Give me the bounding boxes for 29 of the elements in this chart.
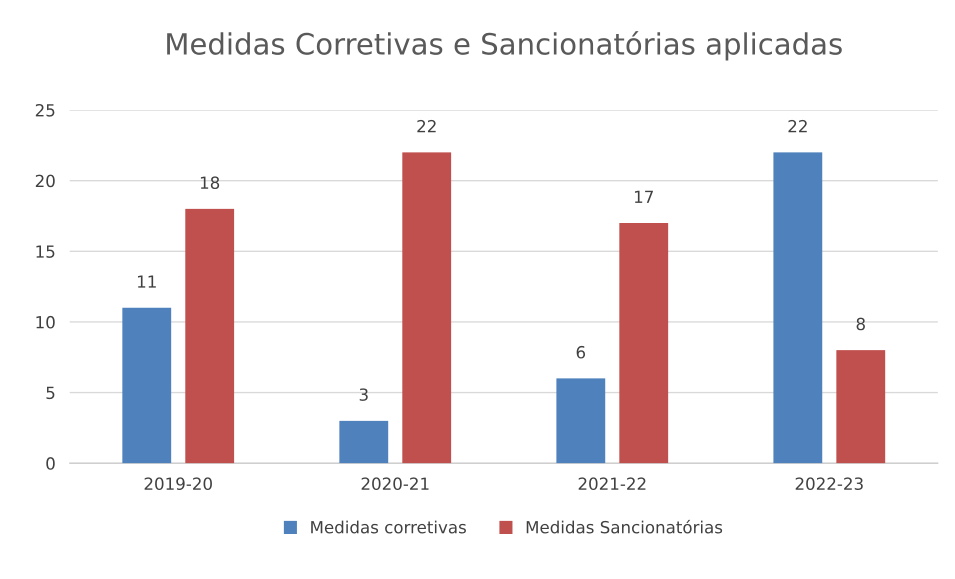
legend-label: Medidas Sancionatórias: [526, 520, 722, 534]
chart-title: Medidas Corretivas e Sancionatórias aplicadas: [167, 31, 842, 61]
x-tick-label: 2019-20: [144, 477, 212, 490]
data-label: 22: [417, 120, 436, 132]
bar: [402, 152, 452, 464]
x-tick-label: 2022-23: [796, 477, 863, 490]
data-label: 17: [634, 190, 653, 203]
bar: [556, 378, 606, 464]
data-label: 3: [360, 388, 368, 401]
y-tick-label: 15: [36, 245, 54, 258]
bar: [619, 223, 668, 464]
y-tick-label: 25: [36, 104, 54, 117]
data-label: 22: [788, 120, 807, 132]
bar: [339, 420, 388, 464]
data-label: 11: [138, 276, 156, 288]
bar: [836, 350, 886, 464]
y-tick-label: 0: [46, 457, 55, 470]
data-label: 18: [200, 176, 220, 190]
y-tick-label: 10: [36, 316, 55, 328]
y-tick-label: 5: [46, 386, 54, 400]
bar: [773, 152, 822, 464]
legend-label: Medidas corretivas: [311, 520, 466, 534]
x-tick-label: 2020-21: [362, 477, 429, 490]
x-tick-label: 2021-22: [578, 477, 646, 490]
data-label: 6: [576, 346, 586, 359]
bar: [122, 308, 172, 464]
y-tick-label: 20: [36, 174, 55, 188]
bar: [185, 208, 234, 464]
data-label: 8: [856, 318, 865, 330]
